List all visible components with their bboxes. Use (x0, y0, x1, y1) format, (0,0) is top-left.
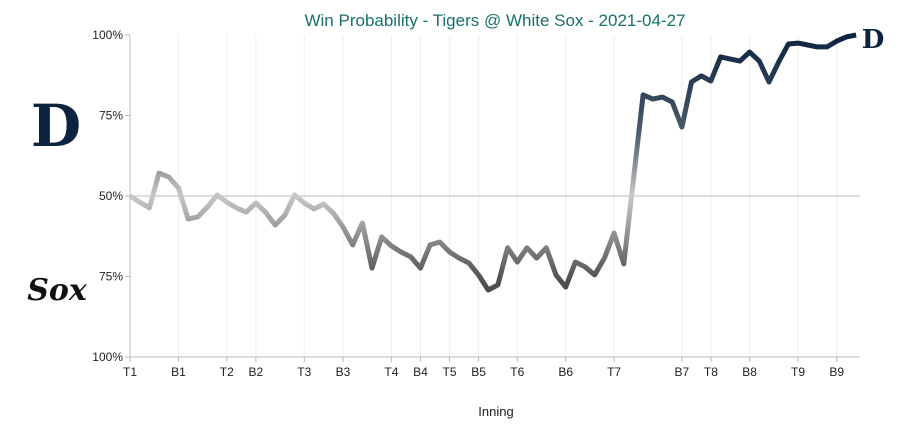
x-tick-label: B8 (742, 365, 757, 379)
x-tick-label: T8 (704, 365, 718, 379)
x-tick-label: B2 (249, 365, 264, 379)
y-tick-label: 75% (99, 270, 123, 284)
x-tick-label: B7 (675, 365, 690, 379)
x-tick-label: B1 (171, 365, 186, 379)
x-tick-label: B6 (558, 365, 573, 379)
x-tick-label: T6 (510, 365, 524, 379)
x-tick-label: B4 (413, 365, 428, 379)
tigers-end-logo: D (862, 25, 885, 55)
y-ticks: 100% 75% 50% 75% 100% (92, 28, 130, 364)
x-tick-label: T5 (442, 365, 456, 379)
x-tick-label: B9 (829, 365, 844, 379)
x-axis-label: Inning (478, 404, 513, 419)
y-tick-label: 100% (92, 28, 123, 42)
x-ticks: T1 B1 T2 B2 T3 B3 T4 B4 T5 B5 T6 B6 T7 B7 T8 B8 T9 B9 (123, 357, 844, 379)
x-tick-label: T9 (791, 365, 805, 379)
y-tick-label: 75% (99, 109, 123, 123)
x-tick-label: B5 (471, 365, 486, 379)
x-tick-label: T3 (297, 365, 311, 379)
y-tick-label: 50% (99, 189, 123, 203)
x-tick-label: T2 (220, 365, 234, 379)
y-tick-label: 100% (92, 350, 123, 364)
axes (129, 35, 860, 358)
win-probability-line (128, 32, 857, 293)
data-points (130, 35, 856, 290)
tigers-logo: D (31, 92, 81, 160)
x-tick-label: T7 (607, 365, 621, 379)
x-tick-label: T4 (384, 365, 398, 379)
x-tick-label: T1 (123, 365, 137, 379)
chart-title: Win Probability - Tigers @ White Sox - 2… (304, 11, 685, 30)
x-tick-label: B3 (336, 365, 351, 379)
white-sox-logo: Sox (27, 273, 88, 308)
